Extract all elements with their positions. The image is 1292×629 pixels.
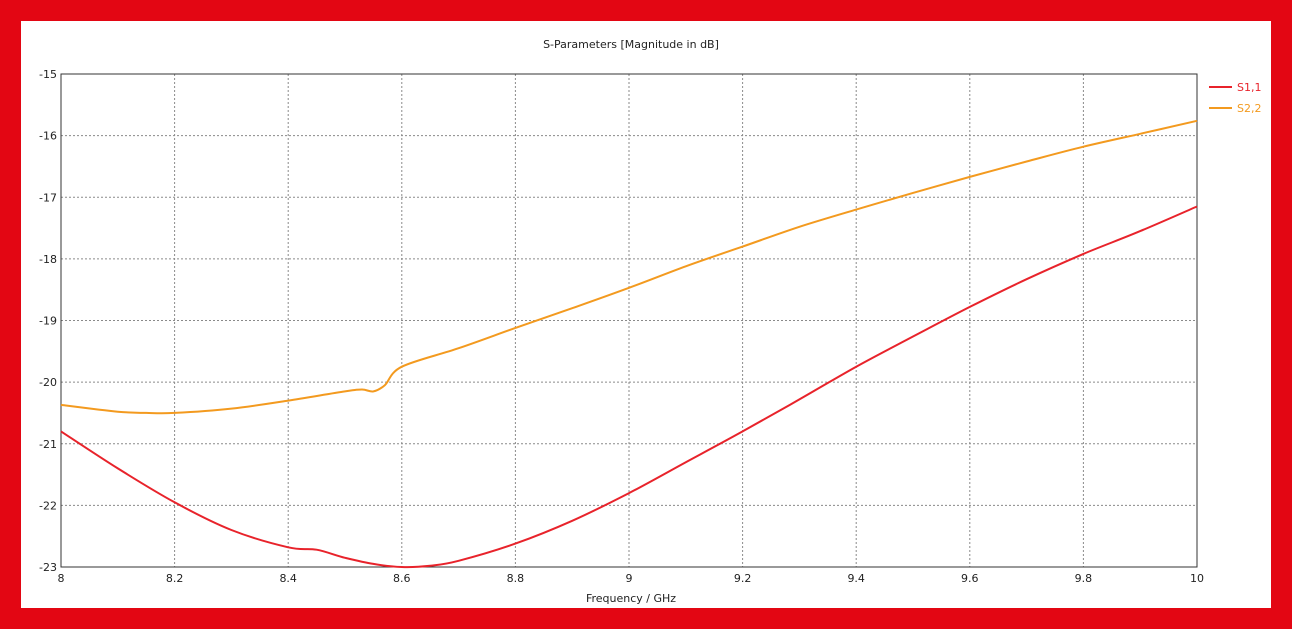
- y-tick-label: -23: [39, 561, 57, 574]
- y-tick-label: -21: [39, 438, 57, 451]
- legend-label: S2,2: [1237, 102, 1261, 115]
- x-tick-label: 9.4: [847, 572, 865, 585]
- series-lines: [60, 119, 1198, 569]
- x-axis-label: Frequency / GHz: [586, 592, 676, 605]
- x-tick-label: 8.4: [279, 572, 297, 585]
- chart-svg: S-Parameters [Magnitude in dB] 8 8.2 8.4 8.…: [39, 38, 1261, 605]
- x-tick-label: 10: [1190, 572, 1204, 585]
- grid: [61, 74, 1197, 567]
- x-tick-label: 9.2: [734, 572, 752, 585]
- y-tick-label: -22: [39, 499, 57, 512]
- x-tick-label: 8.6: [393, 572, 411, 585]
- legend: S1,1 S2,2: [1209, 81, 1261, 115]
- plot-border: [60, 73, 1198, 568]
- x-tick-label: 8.8: [507, 572, 525, 585]
- y-tick-label: -19: [39, 315, 57, 328]
- series-line-s2-2: [60, 119, 1198, 415]
- chart-frame: S-Parameters [Magnitude in dB] 8 8.2 8.4 8.…: [21, 21, 1271, 608]
- x-tick-label: 9.6: [961, 572, 979, 585]
- x-tick-label: 9.8: [1075, 572, 1093, 585]
- chart-title: S-Parameters [Magnitude in dB]: [543, 38, 719, 51]
- y-tick-label: -16: [39, 130, 57, 143]
- y-tick-label: -17: [39, 191, 57, 204]
- legend-label: S1,1: [1237, 81, 1261, 94]
- y-tick-label: -18: [39, 253, 57, 266]
- tick-labels: 8 8.2 8.4 8.6 8.8 9 9.2 9.4 9.6 9.8 10 -15 -16 -17 -18…: [39, 68, 1204, 585]
- y-tick-label: -15: [39, 68, 57, 81]
- series-line-s1-1: [60, 205, 1198, 569]
- x-tick-label: 9: [626, 572, 633, 585]
- x-tick-label: 8.2: [166, 572, 184, 585]
- y-tick-label: -20: [39, 376, 57, 389]
- x-tick-label: 8: [58, 572, 65, 585]
